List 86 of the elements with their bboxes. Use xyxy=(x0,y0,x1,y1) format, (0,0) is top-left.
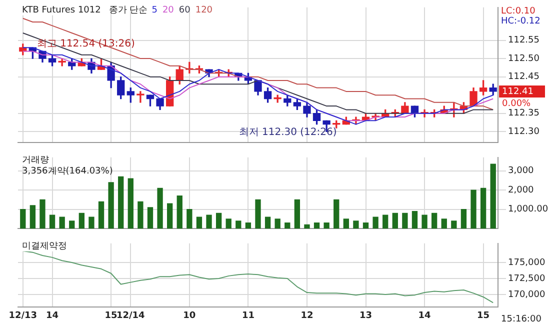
bar xyxy=(431,212,438,229)
annotation: 최저 112.30 (12:26) xyxy=(238,127,337,138)
bar xyxy=(236,220,242,229)
bar xyxy=(372,216,378,229)
y-tick-label: 170,000 xyxy=(508,290,546,300)
bar xyxy=(40,199,46,229)
y-tick-label: 172,500 xyxy=(508,274,546,284)
y-tick-label: 175,000 xyxy=(508,258,546,268)
text: 112.41 xyxy=(502,86,534,97)
bar xyxy=(274,218,280,229)
bar xyxy=(362,222,369,229)
x-tick-label: 10 xyxy=(183,310,196,321)
bar xyxy=(206,214,212,229)
x-tick-label: 14 xyxy=(46,310,59,321)
bar xyxy=(284,222,290,229)
y-tick-label: 112.55 xyxy=(508,36,540,46)
bar xyxy=(216,212,222,229)
x-tick-label: 15 xyxy=(104,310,118,321)
x-tick-label: 11 xyxy=(242,310,254,321)
bar xyxy=(176,196,182,229)
bar xyxy=(98,201,104,229)
bar xyxy=(108,182,114,229)
y-tick-label: 2,000 xyxy=(508,185,534,196)
text: LC:0.10 xyxy=(501,6,536,17)
y-tick-label: 112.30 xyxy=(508,126,540,137)
bar xyxy=(324,222,330,229)
bar xyxy=(490,164,496,229)
bar xyxy=(343,218,349,229)
x-tick-label: 12 xyxy=(300,310,314,321)
x-tick-label: 12/13 xyxy=(8,310,38,321)
bar xyxy=(78,212,85,229)
bar xyxy=(118,176,124,229)
bar xyxy=(294,199,300,229)
bar xyxy=(402,212,408,229)
bar xyxy=(88,216,94,229)
text: 0.00% xyxy=(502,98,532,109)
bar xyxy=(264,216,271,229)
bar xyxy=(422,214,428,229)
bar xyxy=(157,188,163,229)
bar xyxy=(196,216,202,229)
x-tick-label: 15 xyxy=(477,310,490,321)
chart-title: 미결제약정 xyxy=(22,242,67,252)
bar xyxy=(412,210,418,229)
bar xyxy=(147,207,154,229)
bar xyxy=(460,209,467,229)
bar xyxy=(314,222,320,229)
legend-title: 종가 단순 xyxy=(108,6,148,16)
text: 15:16:00 xyxy=(501,314,542,324)
bar xyxy=(353,220,359,229)
bar xyxy=(59,216,65,229)
bar xyxy=(226,218,232,229)
bar xyxy=(304,224,310,229)
annotation: 3,356계약(164.03%) xyxy=(22,166,113,177)
bar xyxy=(441,218,447,229)
bar xyxy=(128,178,134,229)
bar xyxy=(49,214,56,229)
chart-title: 거래량 xyxy=(22,156,49,166)
bar xyxy=(255,199,261,229)
y-tick-label: 112.50 xyxy=(508,54,540,64)
bar xyxy=(245,222,252,229)
x-tick-label: 14 xyxy=(418,310,431,321)
bar xyxy=(470,190,476,229)
bar xyxy=(167,203,173,229)
text: 60 xyxy=(178,6,191,16)
y-tick-label: 112.35 xyxy=(508,108,540,119)
bar xyxy=(451,220,457,229)
bar xyxy=(186,209,192,229)
text: HC:-0.12 xyxy=(501,16,540,27)
bar xyxy=(382,214,388,229)
bar xyxy=(334,199,340,229)
x-tick-label: 13 xyxy=(359,310,372,321)
y-tick-label: 3,000 xyxy=(508,166,534,176)
bar xyxy=(138,201,144,229)
bar xyxy=(69,220,75,229)
bar xyxy=(30,205,36,229)
text: 20 xyxy=(162,6,174,16)
y-tick-label: 112.45 xyxy=(508,72,540,82)
text: 120 xyxy=(195,6,213,16)
text: 5 xyxy=(152,6,158,16)
bar xyxy=(392,212,398,229)
x-tick-label: 12/14 xyxy=(116,310,145,321)
annotation: 최고 112.54 (13:26) xyxy=(36,38,135,50)
chart-title: KTB Futures 1012 xyxy=(22,6,101,16)
bar xyxy=(480,188,486,229)
y-tick-label: 1,000.00 xyxy=(508,204,548,215)
bar xyxy=(20,209,26,229)
